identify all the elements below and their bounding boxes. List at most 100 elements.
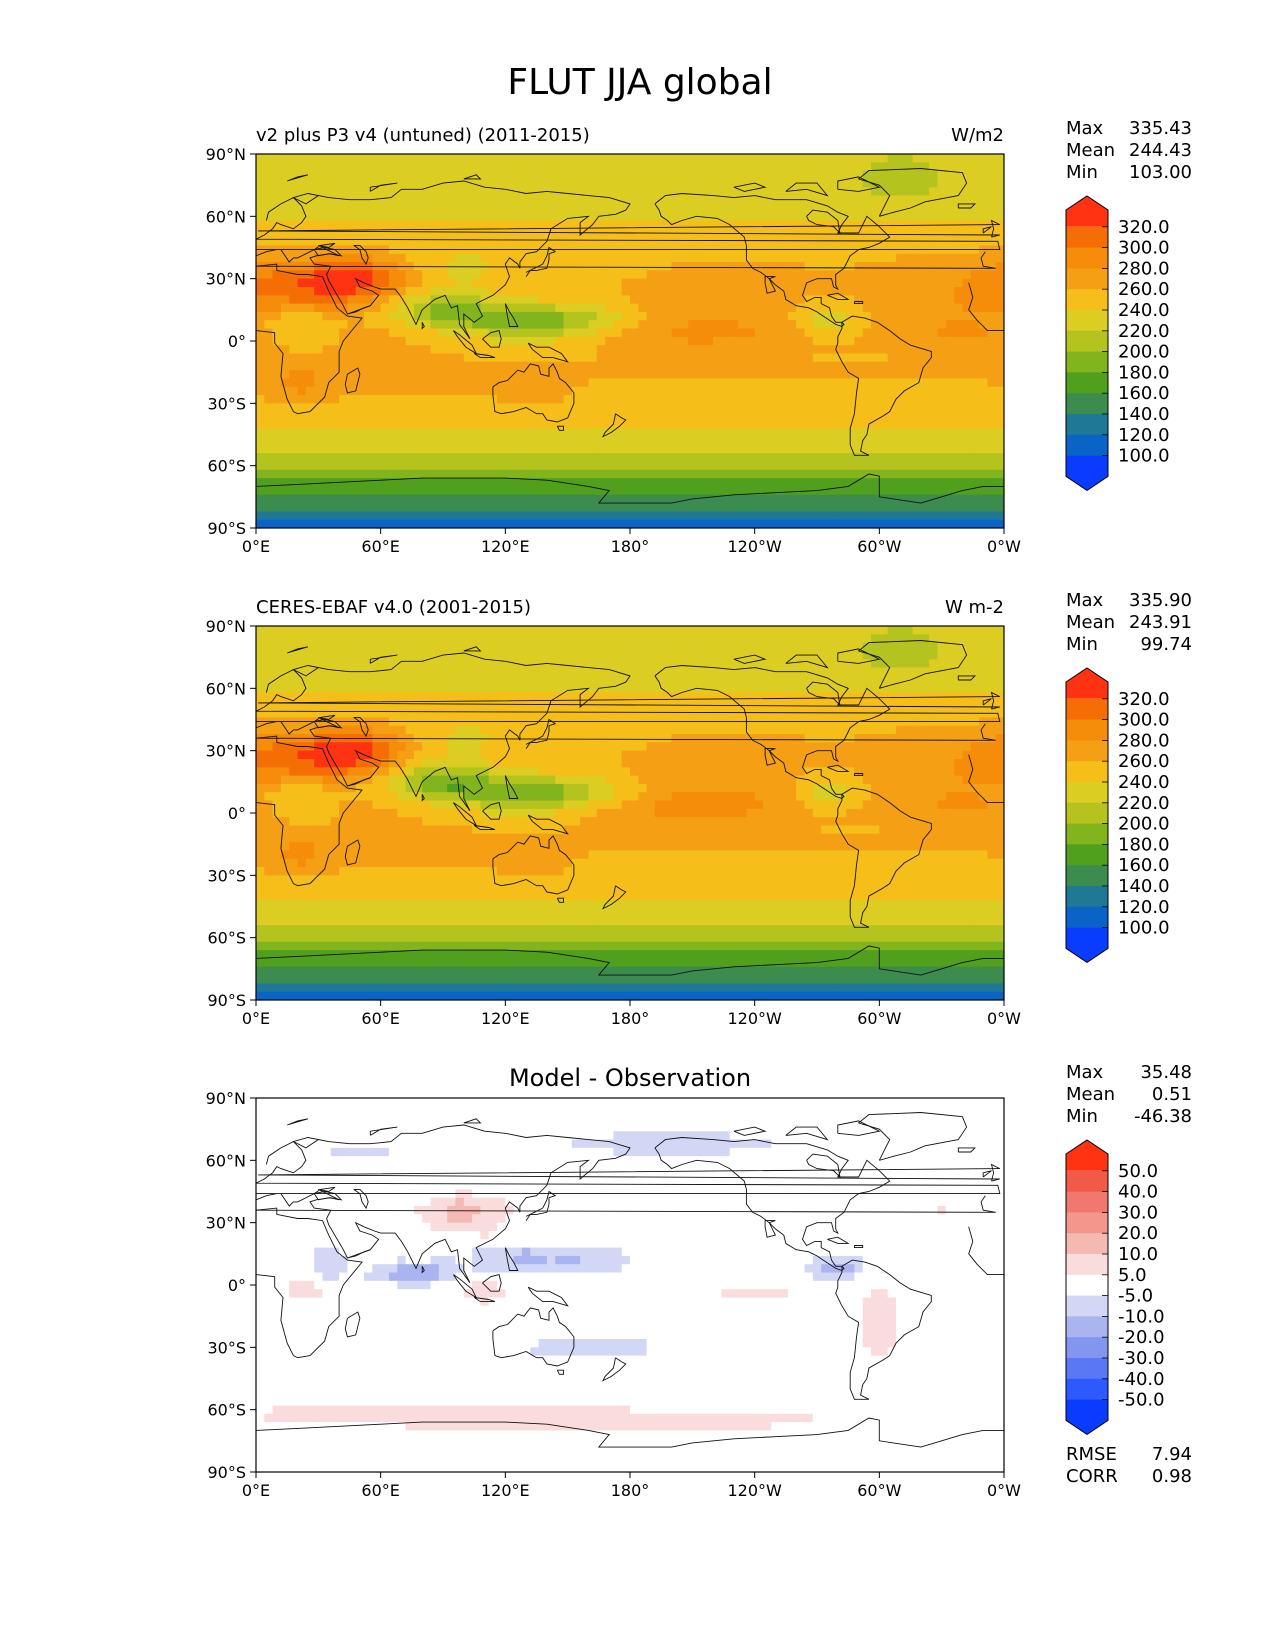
- map-cell: [854, 253, 864, 263]
- map-cell: [787, 650, 797, 660]
- map-cell: [538, 684, 548, 694]
- map-cell: [355, 428, 365, 438]
- map-cell: [779, 170, 789, 180]
- map-cell: [638, 503, 648, 512]
- map-cell: [355, 675, 365, 685]
- map-cell: [563, 436, 573, 446]
- map-cell: [704, 634, 714, 644]
- map-cell: [787, 386, 797, 396]
- map-cell: [779, 228, 789, 238]
- map-cell: [804, 170, 814, 180]
- map-cell: [364, 303, 373, 313]
- map-cell: [588, 311, 598, 321]
- map-cell: [854, 667, 864, 677]
- map-cell: [472, 494, 481, 504]
- map-cell: [862, 511, 872, 521]
- map-cell: [987, 436, 997, 446]
- map-cell: [472, 286, 481, 296]
- map-cell: [621, 178, 631, 188]
- map-cell: [521, 154, 531, 163]
- map-cell: [430, 253, 440, 263]
- map-cell: [372, 320, 382, 330]
- map-cell: [846, 262, 855, 271]
- map-cell: [721, 626, 731, 635]
- map-cell: [862, 642, 872, 652]
- map-cell: [646, 461, 656, 471]
- map-cell: [297, 675, 307, 685]
- map-cell: [388, 286, 398, 296]
- map-cell: [920, 311, 930, 321]
- map-cell: [480, 320, 490, 330]
- map-cell: [630, 237, 639, 247]
- map-cell: [887, 378, 897, 388]
- map-cell: [372, 395, 382, 404]
- map-cell: [621, 444, 631, 454]
- map-cell: [330, 170, 340, 180]
- map-cell: [754, 411, 764, 421]
- map-cell: [505, 361, 515, 371]
- map-cell: [472, 444, 481, 454]
- map-cell: [264, 336, 274, 346]
- map-cell: [563, 395, 573, 404]
- map-cell: [580, 162, 590, 172]
- map-cell: [746, 361, 756, 371]
- map-cell: [821, 162, 831, 172]
- map-cell: [447, 311, 457, 321]
- map-cell: [654, 403, 664, 413]
- map-cell: [538, 203, 548, 213]
- map-cell: [347, 320, 357, 330]
- map-cell: [513, 328, 523, 338]
- map-cell: [563, 403, 573, 413]
- map-cell: [746, 461, 756, 471]
- map-cell: [937, 187, 947, 197]
- map-cell: [704, 386, 714, 396]
- map-cell: [646, 212, 656, 222]
- map-cell: [920, 228, 930, 238]
- map-cell: [621, 650, 631, 660]
- map-cell: [380, 419, 390, 429]
- map-cell: [621, 659, 631, 669]
- map-cell: [613, 626, 623, 635]
- map-cell: [555, 220, 565, 230]
- map-cell: [256, 203, 265, 213]
- map-cell: [438, 634, 448, 644]
- map-cell: [779, 675, 789, 685]
- map-cell: [862, 659, 872, 669]
- map-cell: [663, 353, 673, 363]
- map-cell: [280, 203, 290, 213]
- map-cell: [679, 659, 689, 669]
- map-cell: [746, 311, 756, 321]
- map-cell: [688, 503, 698, 512]
- map-cell: [322, 353, 332, 363]
- map-cell: [305, 675, 315, 685]
- map-cell: [364, 386, 373, 396]
- map-cell: [388, 220, 398, 230]
- map-cell: [954, 328, 964, 338]
- map-cell: [804, 353, 814, 363]
- map-cell: [330, 195, 340, 205]
- map-cell: [904, 684, 914, 694]
- map-cell: [530, 511, 540, 521]
- map-cell: [754, 684, 764, 694]
- map-cell: [738, 336, 747, 346]
- map-cell: [546, 478, 556, 488]
- map-cell: [879, 519, 889, 528]
- map-cell: [463, 428, 473, 438]
- map-cell: [488, 428, 498, 438]
- map-cell: [405, 270, 415, 280]
- map-cell: [630, 626, 639, 635]
- map-cell: [779, 370, 789, 379]
- map-cell: [854, 511, 864, 521]
- map-cell: [422, 461, 432, 471]
- map-cell: [787, 395, 797, 404]
- map-cell: [613, 403, 623, 413]
- map-cell: [887, 675, 897, 685]
- map-cell: [704, 253, 714, 263]
- map-cell: [696, 486, 706, 496]
- map-cell: [895, 494, 905, 504]
- map-cell: [829, 469, 839, 479]
- map-cell: [305, 634, 315, 644]
- map-cell: [729, 461, 739, 471]
- map-cell: [762, 511, 772, 521]
- map-cell: [654, 286, 664, 296]
